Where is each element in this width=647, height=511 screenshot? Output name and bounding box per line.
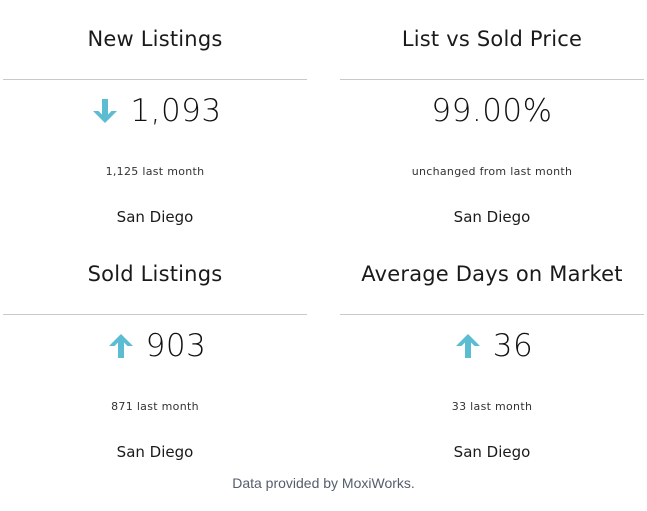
location-label: San Diego [116, 208, 194, 226]
card-divider [3, 314, 307, 315]
value-row: 99.00% [340, 89, 644, 133]
stat-card-new-listings: New Listings 1,093 1,125 last month San … [3, 5, 307, 240]
location-label: San Diego [453, 208, 531, 226]
card-divider [340, 314, 644, 315]
arrow-up-icon [104, 329, 138, 363]
data-attribution: Data provided by MoxiWorks. [232, 475, 415, 491]
stat-value: 903 [145, 328, 207, 364]
stat-card-average-days-on-market: Average Days on Market 36 33 last month … [340, 240, 644, 475]
arrow-up-icon [451, 329, 485, 363]
stat-value: 36 [492, 328, 534, 364]
arrow-down-icon [88, 94, 122, 128]
card-title: Average Days on Market [361, 262, 623, 286]
stat-card-list-vs-sold-price: List vs Sold Price 99.00% unchanged from… [340, 5, 644, 240]
stat-value: 99.00% [431, 93, 553, 129]
value-row: 1,093 [3, 89, 307, 133]
comparison-text: 1,125 last month [105, 165, 205, 178]
card-title: Sold Listings [87, 262, 223, 286]
comparison-text: unchanged from last month [411, 165, 573, 178]
card-title: New Listings [87, 27, 223, 51]
stat-value: 1,093 [130, 93, 222, 129]
comparison-text: 33 last month [451, 400, 533, 413]
location-label: San Diego [116, 443, 194, 461]
value-row: 903 [3, 324, 307, 368]
card-divider [340, 79, 644, 80]
stat-card-sold-listings: Sold Listings 903 871 last month San Die… [3, 240, 307, 475]
value-row: 36 [340, 324, 644, 368]
comparison-text: 871 last month [111, 400, 199, 413]
location-label: San Diego [453, 443, 531, 461]
card-divider [3, 79, 307, 80]
card-title: List vs Sold Price [401, 27, 583, 51]
